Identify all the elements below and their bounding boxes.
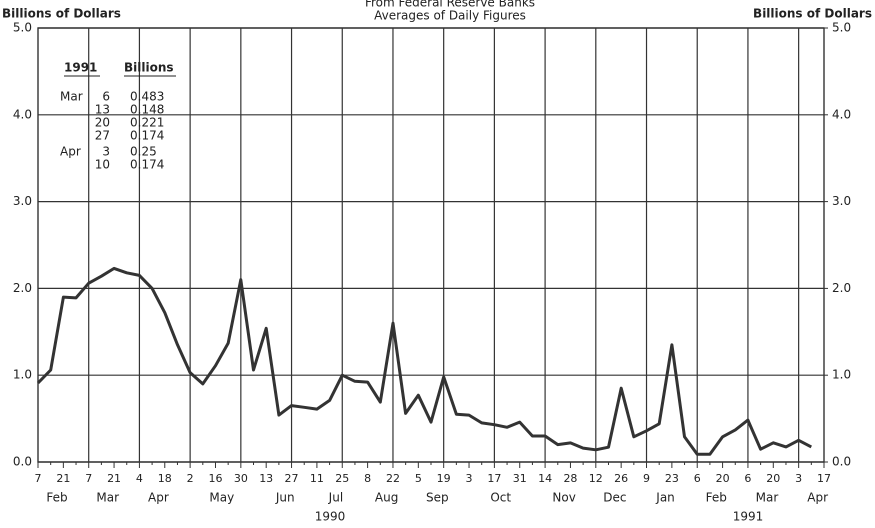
y-tick-label: 2.0 [13,281,32,295]
x-tick-label: 13 [259,472,273,485]
y2-axis-label: Billions of Dollars [753,7,872,21]
inset-value: 0.174 [130,158,164,172]
month-label: Jan [655,491,675,505]
x-tick-label: 31 [513,472,527,485]
x-tick-label: 12 [589,472,603,485]
inset-value: 0.148 [130,103,164,117]
month-label: Apr [148,491,169,505]
x-tick-label: 9 [643,472,650,485]
x-tick-label: 20 [766,472,780,485]
month-label: May [209,491,234,505]
x-tick-label: 21 [56,472,70,485]
month-label: Dec [603,491,626,505]
x-tick-label: 20 [716,472,730,485]
y-tick-label: 1.0 [13,368,32,382]
y2-tick-label: 4.0 [832,107,851,121]
inset-value: 0.174 [130,129,164,143]
x-tick-label: 28 [563,472,577,485]
x-tick-label: 17 [817,472,831,485]
y-tick-label: 5.0 [13,21,32,35]
inset-day: 10 [95,158,110,172]
inset-value: 0.221 [130,116,164,130]
inset-header: Billions [124,61,174,75]
inset-day: 3 [102,145,110,159]
x-tick-label: 5 [415,472,422,485]
x-tick-label: 4 [136,472,143,485]
inset-day: 13 [95,103,110,117]
month-label: Oct [490,491,511,505]
month-label: Nov [552,491,575,505]
chart-title: From Federal Reserve Banks [365,0,535,10]
x-tick-label: 21 [107,472,121,485]
x-tick-label: 23 [665,472,679,485]
inset-day: 6 [102,90,110,104]
month-label: Feb [46,491,67,505]
x-tick-label: 7 [85,472,92,485]
x-tick-label: 25 [335,472,349,485]
x-tick-label: 3 [466,472,473,485]
month-label: Jun [275,491,295,505]
inset-day: 27 [95,129,110,143]
inset-day: 20 [95,116,110,130]
x-tick-label: 16 [208,472,222,485]
y2-tick-label: 1.0 [832,368,851,382]
x-tick-label: 6 [694,472,701,485]
x-tick-label: 7 [35,472,42,485]
y-tick-label: 0.0 [13,455,32,469]
y2-tick-label: 3.0 [832,194,851,208]
month-label: Mar [96,491,119,505]
y-tick-label: 4.0 [13,107,32,121]
x-tick-label: 17 [487,472,501,485]
inset-month: Mar [60,90,83,104]
x-tick-label: 19 [437,472,451,485]
x-tick-label: 30 [234,472,248,485]
month-label: Jul [328,491,343,505]
inset-month: Apr [60,145,81,159]
y2-tick-label: 2.0 [832,281,851,295]
inset-value: 0.25 [130,145,157,159]
y2-tick-label: 0.0 [832,455,851,469]
inset-value: 0.483 [130,90,164,104]
month-label: Feb [706,491,727,505]
x-tick-label: 22 [386,472,400,485]
x-tick-label: 11 [310,472,324,485]
data-line [36,266,812,456]
month-label: Sep [426,491,449,505]
year-label: 1990 [315,510,346,524]
x-tick-label: 3 [795,472,802,485]
month-label: Mar [756,491,779,505]
y-tick-label: 3.0 [13,194,32,208]
y2-tick-label: 5.0 [832,21,851,35]
y-axis-label: Billions of Dollars [2,7,121,21]
x-tick-label: 6 [744,472,751,485]
month-label: Aug [375,491,398,505]
x-tick-label: 18 [158,472,172,485]
year-label: 1991 [733,510,764,524]
x-tick-label: 14 [538,472,552,485]
month-label: Apr [807,491,828,505]
inset-header: 1991 [64,61,97,75]
x-tick-label: 2 [187,472,194,485]
x-tick-label: 8 [364,472,371,485]
chart-subtitle: Averages of Daily Figures [374,9,526,23]
x-tick-label: 26 [614,472,628,485]
x-tick-label: 27 [285,472,299,485]
